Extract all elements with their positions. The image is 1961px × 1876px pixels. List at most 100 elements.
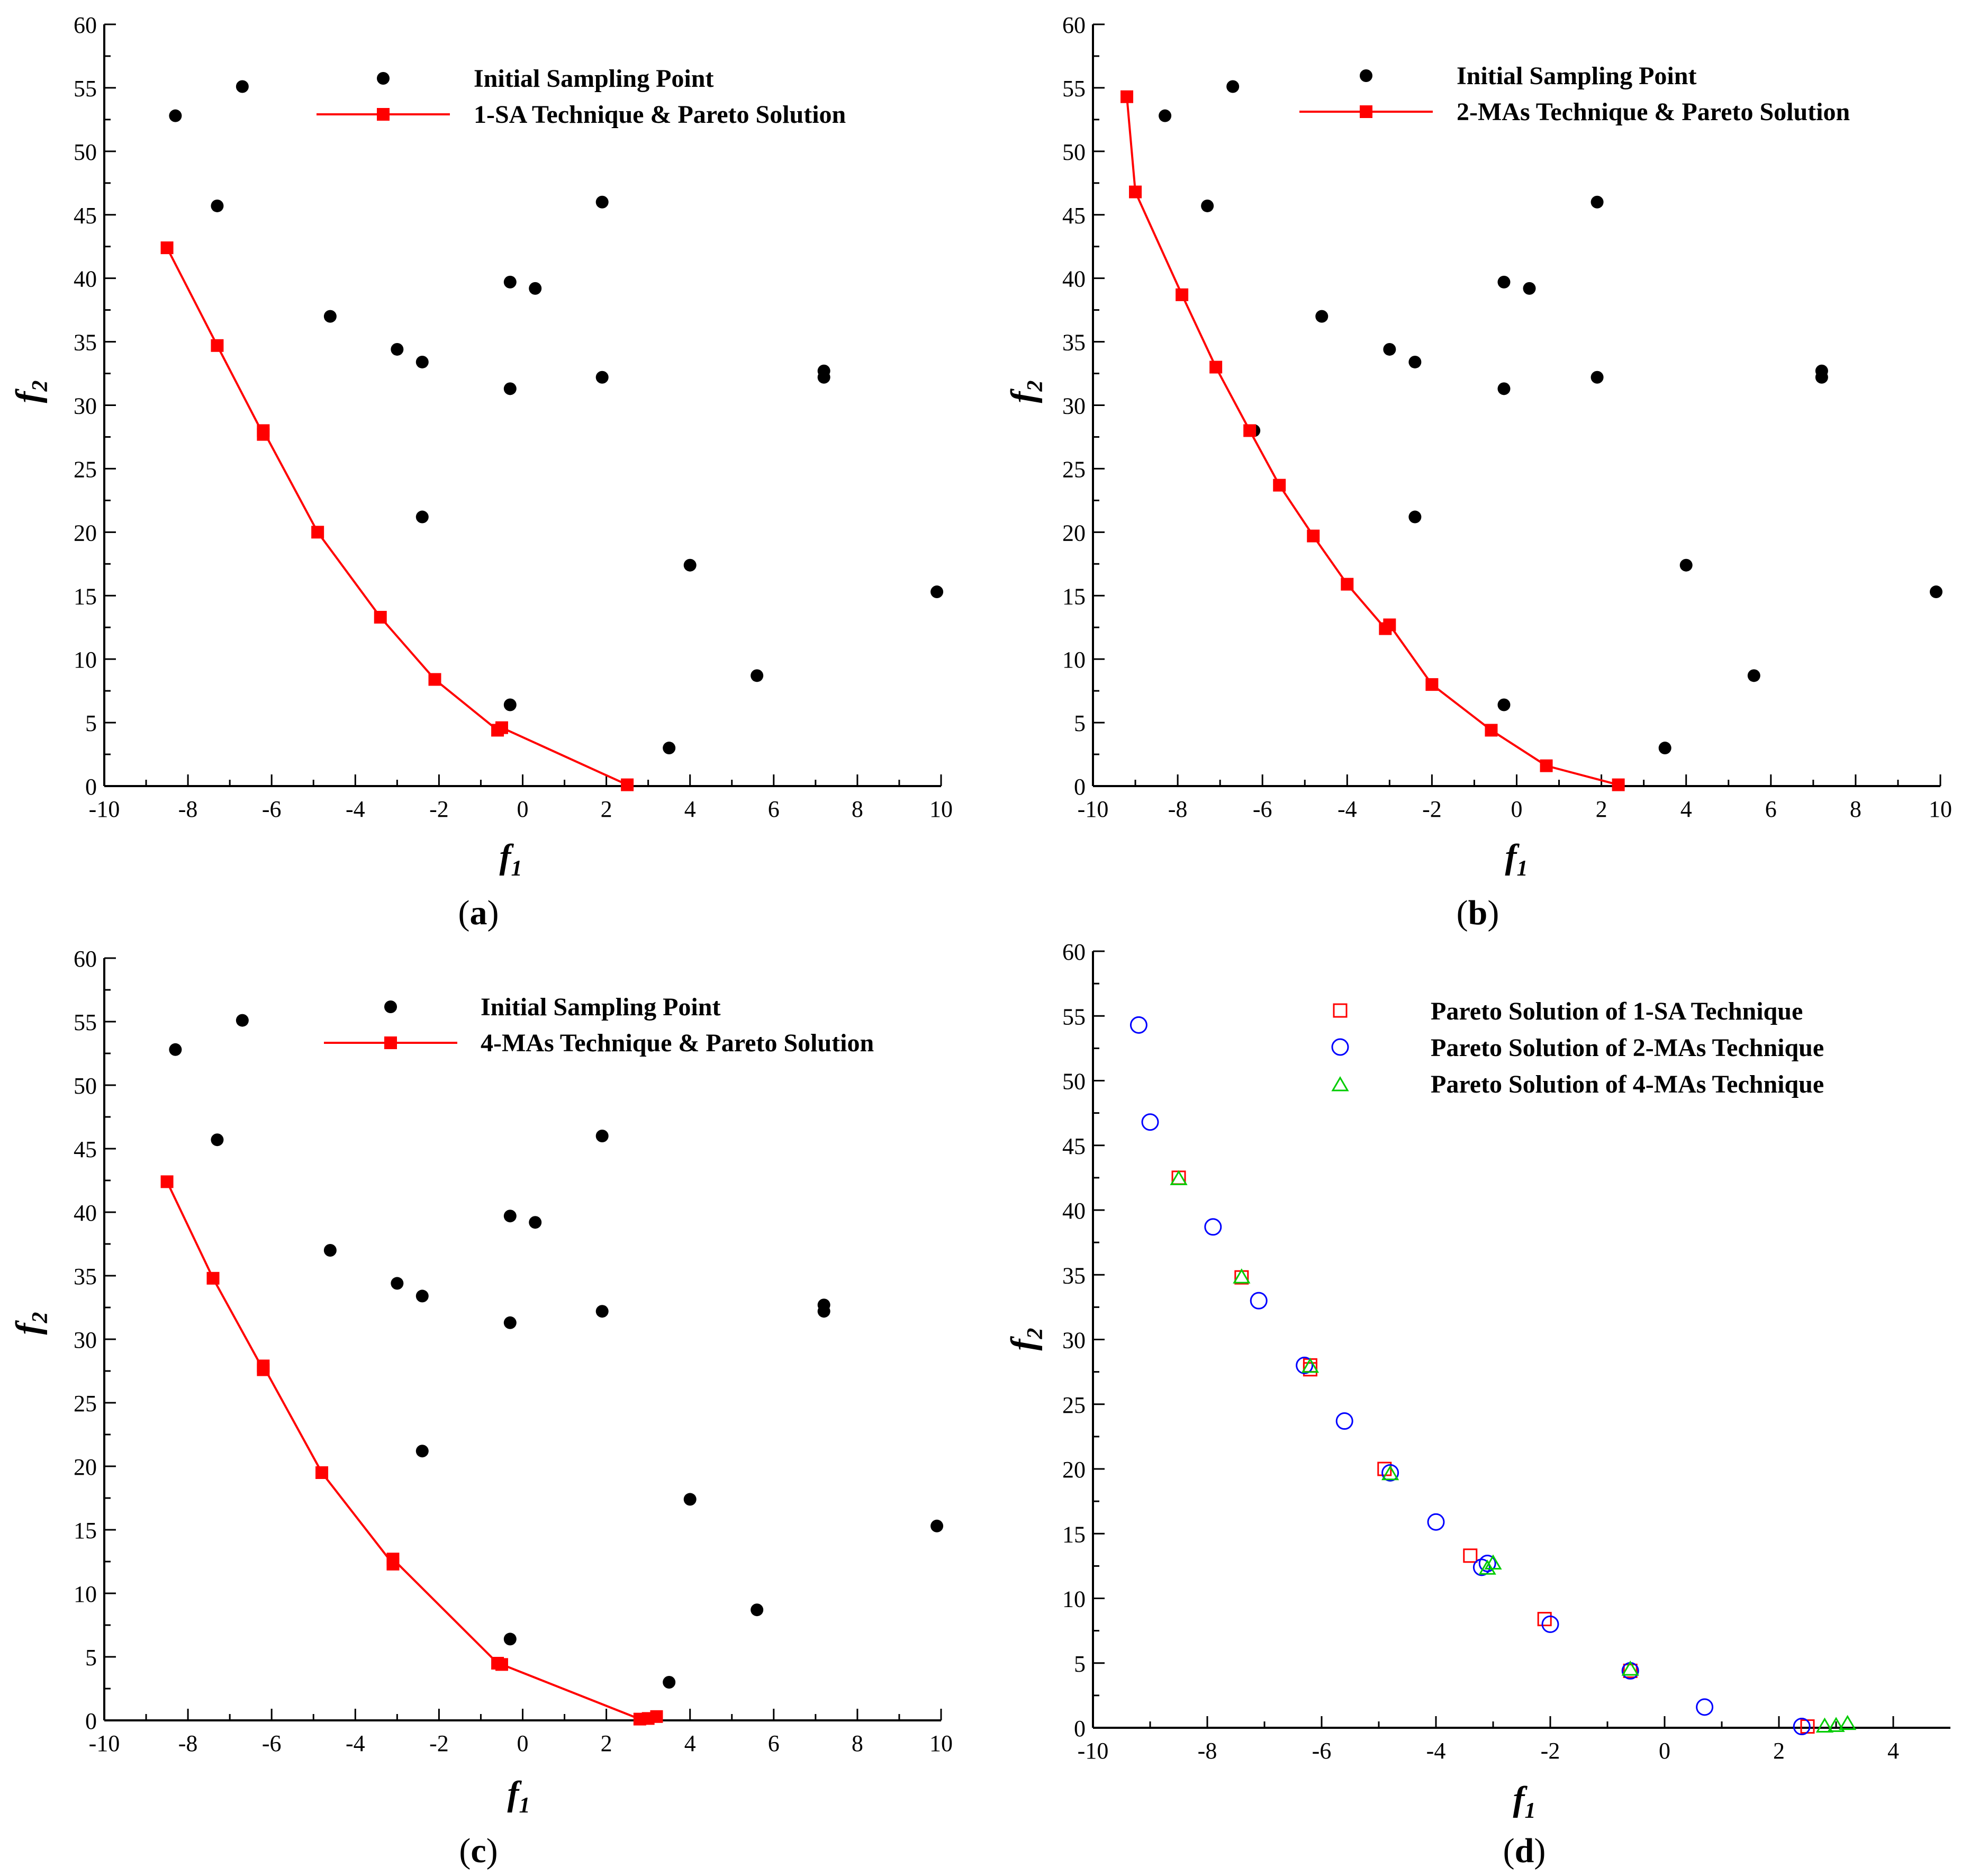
x-axis-label-subscript-a: 1	[511, 856, 522, 881]
x-tick-label-d: 2	[1773, 1738, 1785, 1764]
y-tick-label-c: 45	[74, 1137, 97, 1162]
y-tick-label-d: 10	[1062, 1586, 1086, 1612]
x-tick-label-d: -6	[1312, 1738, 1332, 1764]
mas2-point	[1250, 1292, 1268, 1310]
pareto-point-a	[495, 721, 508, 734]
mas2-point	[1204, 1218, 1222, 1236]
y-tick-label-c: 5	[85, 1645, 97, 1671]
sampling-point-b	[1591, 195, 1604, 209]
pareto-point-b	[1243, 424, 1257, 437]
sampling-point-a	[236, 80, 249, 93]
mas2-point	[1696, 1698, 1714, 1716]
mas4-point	[1301, 1357, 1320, 1373]
x-tick-label-a: -4	[346, 796, 365, 822]
y-tick-label-c: 30	[74, 1327, 97, 1353]
pareto-point-a	[374, 611, 387, 624]
y-tick-label-b: 55	[1062, 76, 1086, 102]
sampling-point-c	[415, 1445, 429, 1458]
x-tick-label-d: -4	[1426, 1738, 1446, 1764]
y-tick-label-c: 40	[74, 1200, 97, 1226]
mas4-point	[1233, 1268, 1251, 1284]
y-tick-label-b: 10	[1062, 647, 1086, 673]
y-axis-label-c: f2	[9, 1312, 52, 1335]
sampling-point-a	[529, 282, 542, 295]
x-tick-label-b: 10	[1929, 796, 1952, 822]
x-tick-label-c: -10	[89, 1730, 120, 1756]
sampling-point-a	[595, 371, 609, 384]
pareto-point-c	[257, 1359, 270, 1373]
mas2-point	[1427, 1513, 1445, 1531]
y-tick-label-b: 15	[1062, 583, 1086, 609]
x-tick-label-d: 4	[1887, 1738, 1899, 1764]
pareto-line-a	[166, 247, 628, 786]
x-tick-label-a: 10	[929, 796, 953, 822]
x-tick-label-b: -8	[1168, 796, 1188, 822]
y-tick-label-a: 15	[74, 583, 97, 609]
sampling-point-a	[169, 109, 182, 122]
y-tick-label-b: 35	[1062, 330, 1086, 356]
y-axis-label-subscript-b: 2	[1023, 381, 1047, 392]
x-tick-label-c: -4	[346, 1730, 365, 1756]
legend-d-2mas-label: Pareto Solution of 2-MAs Technique	[1431, 1034, 1824, 1062]
pareto-point-b	[1612, 778, 1625, 791]
sampling-point-a	[503, 275, 517, 288]
x-tick-label-a: -8	[178, 796, 198, 822]
x-tick-label-b: 8	[1850, 796, 1861, 822]
sampling-point-c	[323, 1244, 337, 1257]
y-tick-label-b: 0	[1074, 774, 1086, 800]
pareto-point-b	[1341, 578, 1354, 591]
sampling-point-b	[1408, 355, 1422, 368]
x-tick-label-a: -6	[262, 796, 282, 822]
mas4-point	[1484, 1554, 1502, 1570]
x-tick-label-c: -2	[429, 1730, 449, 1756]
y-tick-label-c: 60	[74, 946, 97, 972]
pareto-point-b	[1176, 288, 1189, 301]
chart-panel-c: -10 -8 -6 -4 -2 0 2 4 6 8 10 0 5 10 15 20 25 30 35 40 45 50 55…	[9, 946, 953, 1818]
y-tick-label-a: 55	[74, 76, 97, 102]
sampling-point-a	[683, 558, 697, 572]
y-tick-label-a: 50	[74, 139, 97, 165]
pareto-point-b	[1425, 678, 1439, 691]
x-tick-label-d: -10	[1078, 1738, 1109, 1764]
x-tick-label-c: 10	[929, 1730, 953, 1756]
y-tick-label-c: 55	[74, 1009, 97, 1035]
x-tick-label-c: 6	[768, 1730, 780, 1756]
y-tick-label-b: 25	[1062, 456, 1086, 482]
sampling-point-a	[415, 510, 429, 524]
sampling-point-b	[1383, 342, 1396, 356]
sampling-point-a	[595, 195, 609, 209]
y-tick-label-b: 5	[1074, 710, 1086, 736]
caption-d: (d)	[1503, 1832, 1546, 1870]
y-tick-label-a: 0	[85, 774, 97, 800]
mas4-point	[1478, 1559, 1496, 1575]
y-tick-label-d: 30	[1062, 1328, 1086, 1354]
x-tick-label-b: 6	[1765, 796, 1777, 822]
y-tick-label-c: 0	[85, 1708, 97, 1734]
sa-point	[1537, 1612, 1552, 1627]
sampling-point-c	[817, 1305, 830, 1318]
y-axis-label-subscript-c: 2	[28, 1312, 52, 1324]
legend-b-pareto-label: 2-MAs Technique & Pareto Solution	[1457, 98, 1850, 126]
pareto-point-a	[257, 424, 270, 437]
mas2-point	[1381, 1464, 1399, 1482]
x-tick-label-a: 6	[768, 796, 780, 822]
legend-a: Initial Sampling Point 1-SA Technique & …	[317, 65, 846, 129]
sampling-point-a	[391, 342, 404, 356]
mas2-point	[1541, 1615, 1559, 1633]
y-tick-label-d: 20	[1062, 1457, 1086, 1483]
sampling-point-c	[663, 1676, 676, 1689]
y-tick-label-a: 45	[74, 203, 97, 229]
y-tick-label-c: 20	[74, 1454, 97, 1480]
mas2-point	[1141, 1113, 1159, 1131]
sampling-point-c	[751, 1603, 764, 1617]
x-axis-label-subscript-b: 1	[1516, 856, 1528, 881]
y-axis-label-subscript-a: 2	[28, 381, 52, 392]
mas2-point	[1793, 1718, 1811, 1736]
x-tick-label-d: 0	[1659, 1738, 1670, 1764]
pareto-point-a	[211, 339, 224, 352]
sampling-point-b	[1497, 275, 1511, 288]
x-tick-label-b: -6	[1253, 796, 1272, 822]
caption-a: (a)	[458, 894, 499, 932]
mas4-point	[1621, 1660, 1639, 1676]
